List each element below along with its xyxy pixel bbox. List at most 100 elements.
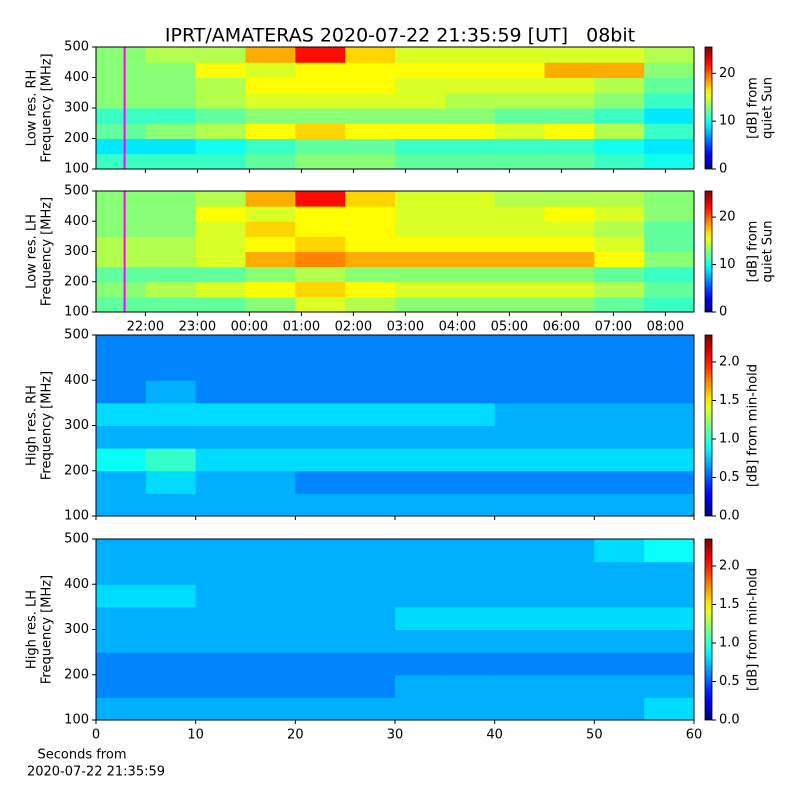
heatmap-cell [594,425,645,449]
heatmap-cell [494,674,545,698]
heatmap-cell [195,221,246,237]
heatmap-cell [395,335,446,359]
heatmap-cell [444,674,496,698]
heatmap-cell [145,425,197,449]
colorbar-tick-label: 0 [719,162,727,177]
heatmap-cell [345,281,396,298]
heatmap-cell [494,539,545,563]
heatmap-cell [245,251,296,268]
heatmap-cell [96,92,147,109]
heatmap-cell [644,335,695,359]
heatmap-cell [345,697,396,721]
heatmap-cell [594,281,645,298]
heatmap-cell [644,697,695,721]
heatmap-cell [444,606,496,630]
heatmap-cell [245,629,296,653]
y-tick-label: 500 [64,184,89,199]
heatmap-cell [96,380,147,404]
y-tick-label: 100 [64,713,89,728]
heatmap-cell [395,191,446,207]
heatmap-cell [96,539,147,563]
heatmap-cell [295,697,346,721]
y-tick-label: 400 [64,373,89,388]
heatmap-cell [195,62,246,78]
heatmap-cell [395,153,446,170]
heatmap-cell [494,606,545,630]
heatmap-cell [345,221,396,237]
heatmap-cell [145,236,197,252]
heatmap-cell [395,357,446,381]
heatmap-cell [544,652,595,676]
y-tick-label: 200 [64,131,89,146]
colorbar-tick-label: 20 [719,210,736,225]
heatmap-cell [494,629,545,653]
heatmap-cell [96,138,147,155]
heatmap-cell [644,629,695,653]
heatmap-cell [195,652,246,676]
y-axis-label: Frequency [MHz] [40,575,55,684]
colorbar-tick-label: 0 [719,305,727,320]
colorbar [704,334,713,517]
heatmap-cell [96,584,147,608]
heatmap-cell [245,380,296,404]
heatmap-cell [345,539,396,563]
heatmap-cell [145,47,197,63]
heatmap-cell [494,236,545,252]
heatmap-cell [245,296,296,313]
heatmap-cell [96,123,147,139]
heatmap-cell [395,448,446,472]
x-axis-label: Seconds from [37,748,126,763]
heatmap-cell [494,493,545,517]
heatmap-cell [444,425,496,449]
heatmap-cell [295,108,346,124]
heatmap-cell [544,138,595,155]
heatmap-cell [594,584,645,608]
heatmap-cell [644,47,695,63]
heatmap-cell [644,425,695,449]
heatmap-cell [444,402,496,426]
heatmap-cell [295,123,346,139]
heatmap-cell [395,629,446,653]
y-tick-label: 200 [64,274,89,289]
heatmap-cell [345,674,396,698]
heatmap-cell [395,62,446,78]
figure-title: IPRT/AMATERAS 2020-07-22 21:35:59 [UT] 0… [165,25,635,47]
heatmap-cell [544,191,595,207]
heatmap-cell [644,221,695,237]
heatmap-cell [295,77,346,94]
heatmap-cell [195,606,246,630]
y-axis-label: Frequency [MHz] [40,371,55,480]
heatmap-cell [245,191,296,207]
heatmap-cell [345,92,396,109]
y-tick-label: 500 [64,532,89,547]
colorbar-tick-label: 1.0 [719,635,740,650]
heatmap-cell [444,493,496,517]
heatmap-cell [345,296,396,313]
heatmap-cell [594,221,645,237]
heatmap-cell [345,425,396,449]
heatmap-cell [295,92,346,109]
heatmap-cell [145,123,197,139]
heatmap-cell [345,493,396,517]
heatmap-cell [345,402,396,426]
y-tick-label: 300 [64,244,89,259]
heatmap-cell [395,697,446,721]
heatmap-cell [395,296,446,313]
heatmap-cell [195,335,246,359]
y-tick-label: 100 [64,509,89,524]
heatmap-cell [395,47,446,63]
heatmap-cell [644,251,695,268]
heatmap-cell [395,402,446,426]
heatmap-cell [245,138,296,155]
heatmap-cell [245,47,296,63]
heatmap-cell [295,357,346,381]
colorbar-label: [dB] from [746,77,761,139]
heatmap-cell [96,674,147,698]
heatmap-cell [195,77,246,94]
heatmap-cell [245,697,296,721]
heatmap-cell [195,236,246,252]
heatmap-cell [96,251,147,268]
colorbar-tick-label: 0.5 [719,674,740,689]
heatmap-cell [195,539,246,563]
heatmap-cell [594,296,645,313]
